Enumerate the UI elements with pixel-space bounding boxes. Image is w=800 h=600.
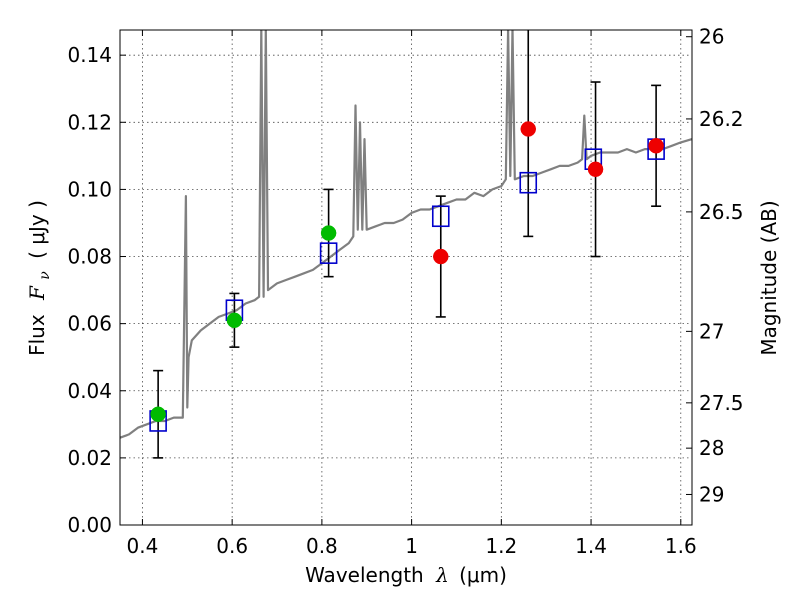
y2-tick-label: 26.2 [699, 107, 744, 131]
green-point [150, 406, 166, 423]
y-tick-label: 0.06 [67, 312, 112, 336]
y-axis-title-unit: ( μJy ) [25, 200, 49, 259]
x-tick-label: 0.8 [306, 534, 338, 558]
red-point [648, 138, 664, 154]
y-tick-label: 0.02 [67, 446, 112, 470]
x-tick-label: 0.4 [127, 534, 159, 558]
y2-tick-label: 26 [699, 25, 724, 49]
x-tick-label: 1.2 [485, 534, 517, 558]
plot-frame [119, 29, 693, 526]
axis-ticks: 0.4 0.6 0.8 1 1.2 1.4 1.6 0.00 0.02 0.04 0.06 0.08 0… [67, 25, 743, 558]
x-tick-label: 1.6 [665, 534, 697, 558]
spectrum-layer [120, 30, 692, 439]
x-axis-title-symbol: λ [435, 563, 449, 587]
y-tick-label: 0.10 [67, 177, 112, 201]
model-point [319, 242, 338, 264]
x-tick-label: 0.6 [216, 534, 248, 558]
red-point [520, 121, 537, 137]
red-point [433, 248, 449, 265]
y2-tick-label: 29 [699, 482, 724, 506]
y-tick-label: 0.04 [67, 379, 112, 403]
y-axis-title-symbol: F [25, 285, 49, 301]
y2-tick-label: 27 [699, 319, 724, 343]
x-axis-title: Wavelength λ (μm) [305, 563, 507, 587]
model-point [431, 205, 450, 228]
y2-tick-label: 27.5 [699, 391, 744, 415]
plot-background [120, 30, 692, 525]
y2-tick-label: 28 [699, 436, 724, 460]
x-tick-label: 1 [405, 534, 418, 558]
red-point [587, 161, 604, 178]
y-axis-title: Flux F ν ( μJy ) [25, 200, 54, 356]
y2-tick-label: 26.5 [699, 200, 744, 224]
green-point [226, 312, 243, 329]
y-axis-title-text: Flux [25, 314, 49, 356]
x-axis-title-unit: (μm) [459, 563, 507, 587]
y-axis-title-subscript: ν [37, 271, 53, 280]
y-tick-label: 0.08 [67, 245, 112, 269]
x-axis-title-text: Wavelength [305, 563, 424, 587]
right-axis-title: Magnitude (AB) [757, 200, 781, 355]
grid [120, 30, 692, 526]
y-tick-label: 0.14 [67, 43, 112, 67]
x-tick-label: 1.4 [575, 534, 607, 558]
y-tick-label: 0.00 [67, 513, 112, 537]
spectrum-line [120, 30, 692, 439]
green-point [320, 225, 337, 241]
y-tick-label: 0.12 [67, 110, 112, 134]
model-point [519, 171, 538, 194]
points-layer [149, 30, 665, 459]
